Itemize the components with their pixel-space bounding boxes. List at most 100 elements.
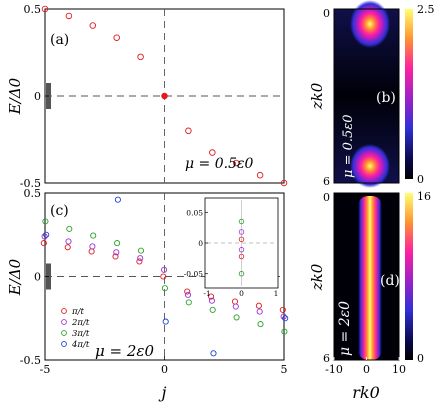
y-tick-label: 0.5 xyxy=(24,187,42,200)
inset-energy-point xyxy=(238,253,245,260)
panel-c-ylabel: E/Δ0 xyxy=(6,258,24,296)
energy-point-purple xyxy=(89,243,96,250)
panel-a-annotation: μ = 0.5ε0 xyxy=(185,156,254,172)
y-tick-label: 0 xyxy=(34,271,41,284)
inset-energy-point xyxy=(238,218,245,225)
energy-point-red xyxy=(184,288,191,295)
panel-a-ylabel: E/Δ0 xyxy=(6,77,24,115)
legend-marker xyxy=(61,308,67,314)
energy-point-green xyxy=(185,299,192,306)
inset-energy-point xyxy=(238,236,245,243)
energy-point-green xyxy=(114,240,121,247)
inset-x-tick-label: 1 xyxy=(274,289,279,298)
panel-d-annotation: μ = 2ε0 xyxy=(337,301,353,356)
energy-point-red xyxy=(208,293,215,300)
heatmap-x-tick-label: 10 xyxy=(392,363,406,376)
panel-d-ticks: 0 6-10 0 10 xyxy=(323,191,406,376)
legend-label: 4π/t xyxy=(71,340,90,350)
heatmap-y-tick-label: 0 xyxy=(323,7,330,20)
inset-y-tick-label: -0.05 xyxy=(184,270,203,279)
inset-x-tick-label: -1 xyxy=(203,289,210,298)
panel-c-points xyxy=(40,196,289,357)
energy-point-purple xyxy=(41,233,48,240)
energy-point xyxy=(89,22,97,29)
energy-point-purple xyxy=(208,297,215,304)
energy-point-purple xyxy=(232,303,239,310)
colorbar-tick-label: 16 xyxy=(417,190,431,203)
panel-c: 0.5 0 -0.5-5 0 5 (c) μ = 2ε0 E/Δ0 j π/t2π/t3… xyxy=(6,187,289,402)
panel-c-ticks: 0.5 0 -0.5-5 0 5 xyxy=(20,187,288,376)
panel-a-points xyxy=(41,5,288,187)
heatmap-b-peak-top xyxy=(350,0,390,48)
energy-point xyxy=(280,179,288,187)
energy-point-purple xyxy=(137,255,144,262)
x-tick-label: 5 xyxy=(281,363,288,376)
energy-point-blue xyxy=(282,315,289,322)
colorbar-tick-label: 0 xyxy=(417,352,424,365)
energy-point-purple xyxy=(161,266,168,273)
energy-point-green xyxy=(257,321,264,328)
colorbar-b xyxy=(405,9,413,179)
energy-point-green xyxy=(281,328,288,335)
heatmap-x-tick-label: 0 xyxy=(363,363,370,376)
zero-mode-point xyxy=(161,92,168,100)
energy-point-blue xyxy=(114,196,121,203)
energy-point xyxy=(137,53,144,61)
energy-point-red xyxy=(255,302,262,309)
energy-point-red xyxy=(64,244,71,251)
energy-point-red xyxy=(136,258,143,265)
energy-point-blue xyxy=(162,318,169,325)
legend-label: 2π/t xyxy=(71,318,90,328)
energy-point-green xyxy=(137,247,145,254)
heatmap-x-tick-label: -10 xyxy=(325,363,343,376)
energy-point xyxy=(113,34,120,41)
panel-a-ticks: 0.5 0 -0.5 xyxy=(20,3,49,190)
energy-point-red xyxy=(88,248,95,255)
energy-point-green xyxy=(233,314,240,321)
y-tick-label: -0.5 xyxy=(20,354,41,367)
energy-point-green xyxy=(90,232,97,239)
panel-c-legend: π/t2π/t3π/t4π/t xyxy=(61,307,90,350)
panel-a: 0.5 0 -0.5 (a) μ = 0.5ε0 E/Δ0 xyxy=(6,3,288,190)
legend-marker xyxy=(61,330,67,336)
y-tick-label: -0.5 xyxy=(20,177,41,190)
panel-d-ylabel: zk0 xyxy=(308,263,326,291)
panel-d-label: (d) xyxy=(380,273,400,289)
panel-b: (b) μ = 0.5ε0 zk0 06 2.50 xyxy=(308,0,435,188)
energy-point xyxy=(232,159,240,167)
panel-b-ylabel: zk0 xyxy=(308,82,326,110)
inset-content: 0.05 0 -0.05 -1 0 1 xyxy=(184,200,279,298)
panel-a-label: (a) xyxy=(50,32,69,48)
legend-marker xyxy=(61,319,67,325)
heatmap-y-tick-label: 0 xyxy=(323,191,330,204)
energy-point-purple xyxy=(280,313,287,320)
colorbar-tick-label: 0 xyxy=(417,173,424,186)
energy-point-green xyxy=(42,218,49,225)
energy-point-red xyxy=(160,273,167,280)
panel-b-ticks: 06 xyxy=(323,7,330,188)
inset-energy-point xyxy=(238,247,245,253)
legend-label: 3π/t xyxy=(72,329,90,339)
panel-c-label: (c) xyxy=(50,203,69,219)
energy-point-purple xyxy=(113,249,120,256)
energy-point xyxy=(65,12,73,20)
colorbar-d-ticks: 16 0 xyxy=(417,190,431,365)
energy-point-blue xyxy=(43,231,50,238)
panel-d: (d) μ = 2ε0 zk0 rk0 0 6-10 0 10 16 0 xyxy=(308,190,431,402)
panel-b-annotation: μ = 0.5ε0 xyxy=(341,114,356,178)
panel-c-annotation: μ = 2ε0 xyxy=(95,342,154,360)
heatmap-b-peak-bottom xyxy=(350,144,390,188)
y-tick-label: 0.5 xyxy=(24,3,42,16)
inset-x-tick-label: 0 xyxy=(239,289,244,298)
inset-y-tick-label: 0.05 xyxy=(186,208,203,217)
panel-c-xlabel: j xyxy=(159,383,167,402)
energy-point-purple xyxy=(256,308,263,315)
legend-label: π/t xyxy=(71,307,84,317)
energy-point xyxy=(256,171,264,179)
energy-point-purple xyxy=(184,291,192,298)
panel-c-inset: 0.05 0 -0.05 -1 0 1 xyxy=(184,197,279,298)
energy-point xyxy=(41,5,49,13)
energy-point-red xyxy=(40,240,47,247)
energy-point xyxy=(209,149,216,156)
